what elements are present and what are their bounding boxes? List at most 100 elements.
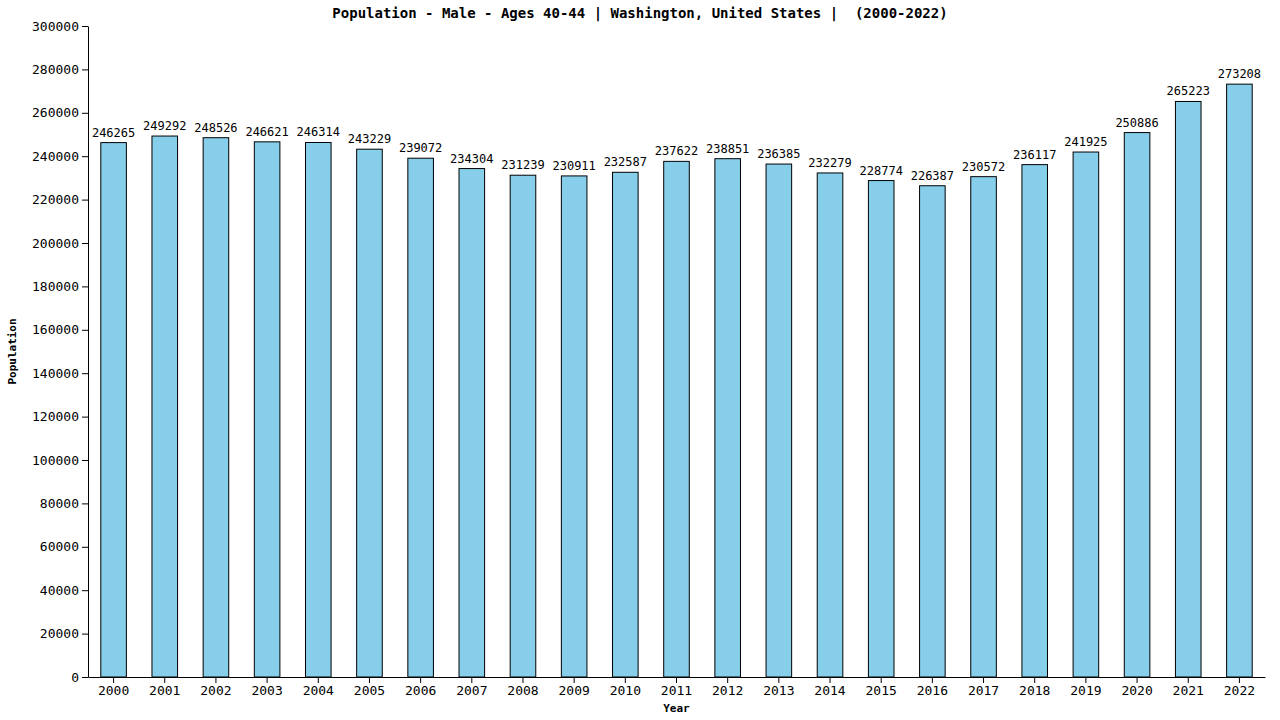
data-label: 232279 (808, 156, 851, 170)
x-tick-mark (471, 677, 472, 683)
y-tick-label: 180000 (32, 279, 79, 294)
bar (510, 175, 536, 677)
y-tick-mark (82, 373, 88, 374)
data-label: 234304 (450, 152, 493, 166)
bar (1022, 165, 1048, 677)
x-tick-label: 2019 (1070, 683, 1101, 698)
data-label: 243229 (348, 132, 391, 146)
x-tick: 2018 (1019, 677, 1050, 698)
bar (459, 169, 485, 677)
x-tick-mark (522, 677, 523, 683)
x-tick-mark (267, 677, 268, 683)
y-tick-mark (82, 417, 88, 418)
y-tick-mark (82, 286, 88, 287)
x-tick: 2017 (968, 677, 999, 698)
x-tick-label: 2011 (661, 683, 692, 698)
y-tick: 200000 (32, 236, 88, 251)
data-label: 231239 (501, 158, 544, 172)
y-tick: 0 (71, 670, 88, 685)
x-tick: 2002 (200, 677, 231, 698)
y-axis-line (88, 27, 89, 678)
bar (305, 142, 331, 677)
x-tick-label: 2008 (507, 683, 538, 698)
y-tick-label: 260000 (32, 105, 79, 120)
x-tick-mark (574, 677, 575, 683)
x-tick-mark (830, 677, 831, 683)
bar (408, 158, 434, 677)
bar (203, 138, 229, 677)
y-tick-mark (82, 243, 88, 244)
x-tick-label: 2006 (405, 683, 436, 698)
data-label: 230911 (552, 159, 595, 173)
bar (868, 181, 894, 677)
x-tick-mark (1239, 677, 1240, 683)
x-tick-label: 2015 (866, 683, 897, 698)
data-label: 246265 (92, 126, 135, 140)
y-tick-mark (82, 503, 88, 504)
y-tick-label: 140000 (32, 366, 79, 381)
x-tick-mark (369, 677, 370, 683)
y-tick: 240000 (32, 149, 88, 164)
y-tick: 260000 (32, 105, 88, 120)
bar (1175, 101, 1201, 677)
x-tick-label: 2017 (968, 683, 999, 698)
data-label: 248526 (194, 121, 237, 135)
x-axis-title: Year (663, 702, 690, 715)
y-tick-mark (82, 677, 88, 678)
title: Population - Male - Ages 40-44 | Washing… (332, 5, 947, 22)
y-tick-mark (82, 113, 88, 114)
x-tick-mark (932, 677, 933, 683)
data-label: 265223 (1167, 84, 1210, 98)
x-tick-label: 2014 (814, 683, 845, 698)
x-tick: 2015 (866, 677, 897, 698)
y-tick-label: 240000 (32, 149, 79, 164)
y-tick-mark (82, 460, 88, 461)
x-tick-label: 2021 (1173, 683, 1204, 698)
y-tick: 40000 (40, 583, 88, 598)
y-tick-mark (82, 156, 88, 157)
chart: 2462652492922485262466212463142432292390… (0, 0, 1280, 720)
x-tick-mark (983, 677, 984, 683)
data-label: 246314 (297, 125, 340, 139)
y-tick-label: 40000 (40, 583, 79, 598)
y-tick-label: 300000 (32, 19, 79, 34)
x-tick: 2022 (1224, 677, 1255, 698)
y-tick-mark (82, 547, 88, 548)
data-label: 237622 (655, 144, 698, 158)
x-tick-label: 2004 (303, 683, 334, 698)
x-tick: 2021 (1173, 677, 1204, 698)
bar (561, 176, 587, 677)
x-tick-label: 2005 (354, 683, 385, 698)
x-tick-label: 2007 (456, 683, 487, 698)
x-tick-label: 2016 (917, 683, 948, 698)
y-tick-label: 120000 (32, 409, 79, 424)
x-tick-label: 2012 (712, 683, 743, 698)
y-tick: 280000 (32, 62, 88, 77)
x-tick: 2012 (712, 677, 743, 698)
bar (1073, 152, 1099, 677)
y-tick: 300000 (32, 19, 88, 34)
y-tick-mark (82, 26, 88, 27)
data-label: 238851 (706, 142, 749, 156)
x-tick: 2009 (558, 677, 589, 698)
y-tick-label: 280000 (32, 62, 79, 77)
x-tick-mark (676, 677, 677, 683)
x-tick-label: 2002 (200, 683, 231, 698)
x-tick-mark (420, 677, 421, 683)
y-tick-label: 0 (71, 670, 79, 685)
bar (357, 149, 383, 677)
y-tick-mark (82, 634, 88, 635)
y-axis: 0200004000060000800001000001200001400001… (32, 19, 88, 685)
x-tick-mark (1034, 677, 1035, 683)
data-label: 241925 (1064, 135, 1107, 149)
x-tick-mark (1188, 677, 1189, 683)
bar (664, 161, 690, 677)
y-tick-label: 100000 (32, 453, 79, 468)
bar (101, 143, 127, 677)
x-tick-mark (727, 677, 728, 683)
y-tick-mark (82, 590, 88, 591)
bar (817, 173, 843, 677)
y-tick-label: 220000 (32, 192, 79, 207)
y-tick-label: 20000 (40, 626, 79, 641)
y-tick: 100000 (32, 453, 88, 468)
